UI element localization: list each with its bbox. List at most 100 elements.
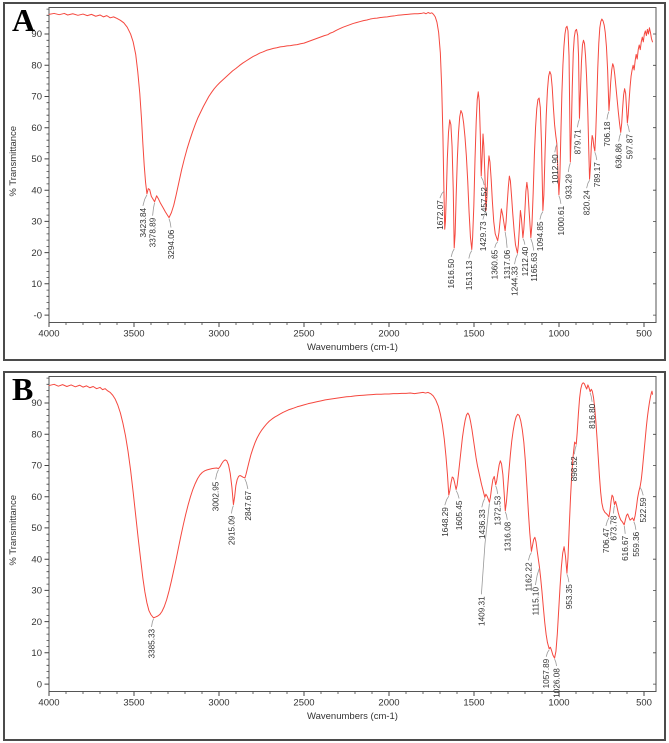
x-axis-major-ticks <box>48 322 645 327</box>
peak-label: 3423.84 <box>139 207 148 237</box>
peak-label: 1513.13 <box>465 260 474 290</box>
peak-leader-line <box>554 658 557 667</box>
spectrum-curve <box>48 12 653 254</box>
peak-leader-line <box>539 211 544 220</box>
peak-leader-line <box>480 176 485 186</box>
peak-leader-line <box>455 490 460 499</box>
peak-leader-line <box>151 618 154 627</box>
peak-label: 1317.06 <box>503 249 512 279</box>
x-tick-label: 4000 <box>38 329 59 340</box>
peak-leader-line <box>639 487 644 496</box>
peak-label: 820.24 <box>583 190 592 215</box>
y-tick-label: 40 <box>31 185 42 196</box>
x-tick-label: 2000 <box>378 329 399 340</box>
peak-leader-line <box>528 552 532 561</box>
peak-label: 2847.67 <box>244 491 253 521</box>
peak-annotations: 3385.33 3002.95 2915.09 2847.67 1648.29 1605.… <box>147 392 648 698</box>
y-tick-label: 10 <box>31 648 42 659</box>
peak-leader-line <box>623 525 626 534</box>
peak-leader-line <box>168 218 172 228</box>
y-tick-label: 10 <box>31 279 42 290</box>
peak-label: 879.71 <box>573 129 582 154</box>
peak-label: 898.52 <box>570 456 579 481</box>
x-tick-label: 1000 <box>548 698 569 709</box>
y-tick-label: 20 <box>31 617 42 628</box>
spectrum-curve <box>48 382 653 659</box>
x-axis-title: Wavenumbers (cm-1) <box>307 711 398 722</box>
peak-label: 1616.50 <box>447 258 456 288</box>
y-axis-major-ticks <box>44 402 49 685</box>
peak-label: 1012.90 <box>551 154 560 184</box>
peak-label: 789.17 <box>593 162 602 187</box>
peak-leader-line <box>514 254 518 265</box>
peak-leader-line <box>530 238 535 251</box>
peak-label: 706.18 <box>603 121 612 146</box>
peak-leader-line <box>589 392 593 402</box>
peak-label: 673.78 <box>609 515 618 540</box>
peak-label: 1436.33 <box>478 509 487 539</box>
peak-leader-line <box>573 445 577 455</box>
y-axis-title: % Transmittance <box>8 495 19 566</box>
spectrum-panel-a: A 4000 3500 3000 2500 2000 1500 1000 500 90 80 70 6… <box>3 2 666 361</box>
x-tick-label: 3000 <box>208 329 229 340</box>
peak-leader-line <box>633 521 637 530</box>
x-tick-label: 2500 <box>293 329 314 340</box>
ftir-plot-b: 4000 3500 3000 2500 2000 1500 1000 500908070605… <box>8 376 657 722</box>
y-axis-right-ticks <box>653 33 656 316</box>
x-tick-label: 3000 <box>208 698 229 709</box>
x-axis-minor-ticks <box>65 691 628 694</box>
y-tick-label: 80 <box>31 60 42 71</box>
plot-frame <box>48 7 657 323</box>
peak-label: 636.86 <box>615 143 624 168</box>
y-axis-major-ticks <box>44 33 49 316</box>
peak-label: 1672.07 <box>436 200 445 230</box>
peak-leader-line <box>152 202 155 216</box>
peak-label: 597.87 <box>625 134 634 159</box>
peak-leader-line <box>567 162 571 173</box>
y-tick-label: 90 <box>31 29 42 40</box>
peak-label: 1244.33 <box>510 266 519 296</box>
x-tick-label: 2500 <box>293 698 314 709</box>
peak-leader-line <box>481 503 490 595</box>
peak-label: 2915.09 <box>227 515 236 545</box>
peak-leader-line <box>450 248 455 258</box>
y-tick-label: 20 <box>31 248 42 259</box>
peak-label: 1162.22 <box>524 562 533 591</box>
x-tick-label: 3500 <box>123 329 144 340</box>
peak-leader-line <box>605 517 610 527</box>
peak-label: 1165.63 <box>530 252 539 281</box>
y-tick-label: 60 <box>31 123 42 134</box>
y-axis-right-ticks <box>653 402 656 685</box>
peak-label: 1212.40 <box>521 246 530 276</box>
peak-label: 522.59 <box>639 497 648 522</box>
peak-label: 3378.89 <box>149 217 158 247</box>
peak-leader-line <box>481 498 486 508</box>
y-tick-label: 40 <box>31 554 42 565</box>
peak-annotations: 3423.84 3378.89 3294.06 1672.07 1616.50 1513.… <box>139 111 634 296</box>
x-axis-major-ticks <box>48 691 645 696</box>
peak-label: 1457.52 <box>480 187 489 217</box>
ftir-plot-a: 4000 3500 3000 2500 2000 1500 1000 500 90 80 70 60 5… <box>8 7 657 353</box>
peak-leader-line <box>244 478 249 490</box>
y-tick-label: 30 <box>31 217 42 228</box>
x-tick-label: 500 <box>636 329 652 340</box>
peak-label: 816.80 <box>588 403 597 428</box>
peak-leader-line <box>482 211 487 220</box>
y-tick-label: 80 <box>31 429 42 440</box>
peak-leader-line <box>535 567 540 586</box>
peak-leader-line <box>577 119 580 128</box>
panel-letter-b: B <box>12 371 34 407</box>
y-tick-label: 70 <box>31 461 42 472</box>
y-tick-label: 50 <box>31 523 42 534</box>
y-axis-title: % Transmittance <box>8 126 19 197</box>
x-tick-label: 1500 <box>463 698 484 709</box>
peak-label: 1026.08 <box>553 668 562 698</box>
y-axis-minor-ticks <box>46 8 49 310</box>
x-tick-label: 500 <box>636 698 652 709</box>
peak-leader-line <box>231 505 234 514</box>
peak-leader-line <box>494 241 499 248</box>
peak-leader-line <box>495 485 499 494</box>
y-tick-label: 30 <box>31 586 42 597</box>
x-axis-minor-ticks <box>65 322 628 325</box>
